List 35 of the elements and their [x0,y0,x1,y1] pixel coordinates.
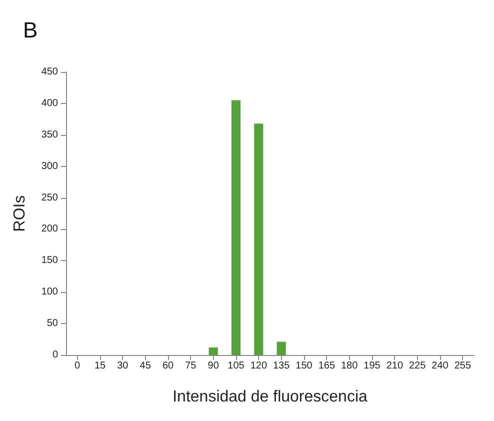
y-tick-label: 0 [52,350,58,360]
x-tick-label: 30 [117,360,129,372]
chart-title: B [23,18,38,42]
x-axis-title: Intensidad de fluorescencia [172,388,368,406]
bar [254,124,264,355]
y-tick-label: 200 [41,224,58,235]
y-tick-label: 100 [41,286,58,298]
y-tick-label: 350 [41,129,58,140]
x-tick-label: 165 [318,360,336,372]
x-tick-label: 180 [340,360,358,372]
x-tick-label: 60 [162,360,174,372]
y-axis-title: ROIs [12,195,28,232]
y-tick-label: 400 [41,98,58,109]
bar [231,100,241,355]
y-tick-label: 250 [41,192,58,204]
y-tick-label: 150 [41,255,58,266]
x-tick-label: 0 [74,360,81,372]
x-tick-label: 240 [432,360,449,372]
x-tick-label: 105 [228,360,245,372]
x-tick-label: 195 [364,360,381,372]
x-tick-label: 135 [272,360,290,372]
y-tick-label: 450 [41,66,58,78]
x-tick-label: 150 [296,360,313,372]
bar [276,342,286,355]
x-tick-label: 75 [185,360,197,372]
x-tick-label: 90 [208,360,220,372]
y-tick-label: 50 [46,318,58,330]
x-tick-label: 15 [94,360,106,372]
x-tick-label: 120 [250,360,268,372]
x-tick-label: 225 [408,360,426,372]
y-tick-label: 300 [41,160,58,172]
x-tick-label: 210 [386,360,404,372]
x-tick-label: 255 [454,360,472,372]
x-tick-label: 45 [140,360,152,372]
bar [208,347,218,355]
